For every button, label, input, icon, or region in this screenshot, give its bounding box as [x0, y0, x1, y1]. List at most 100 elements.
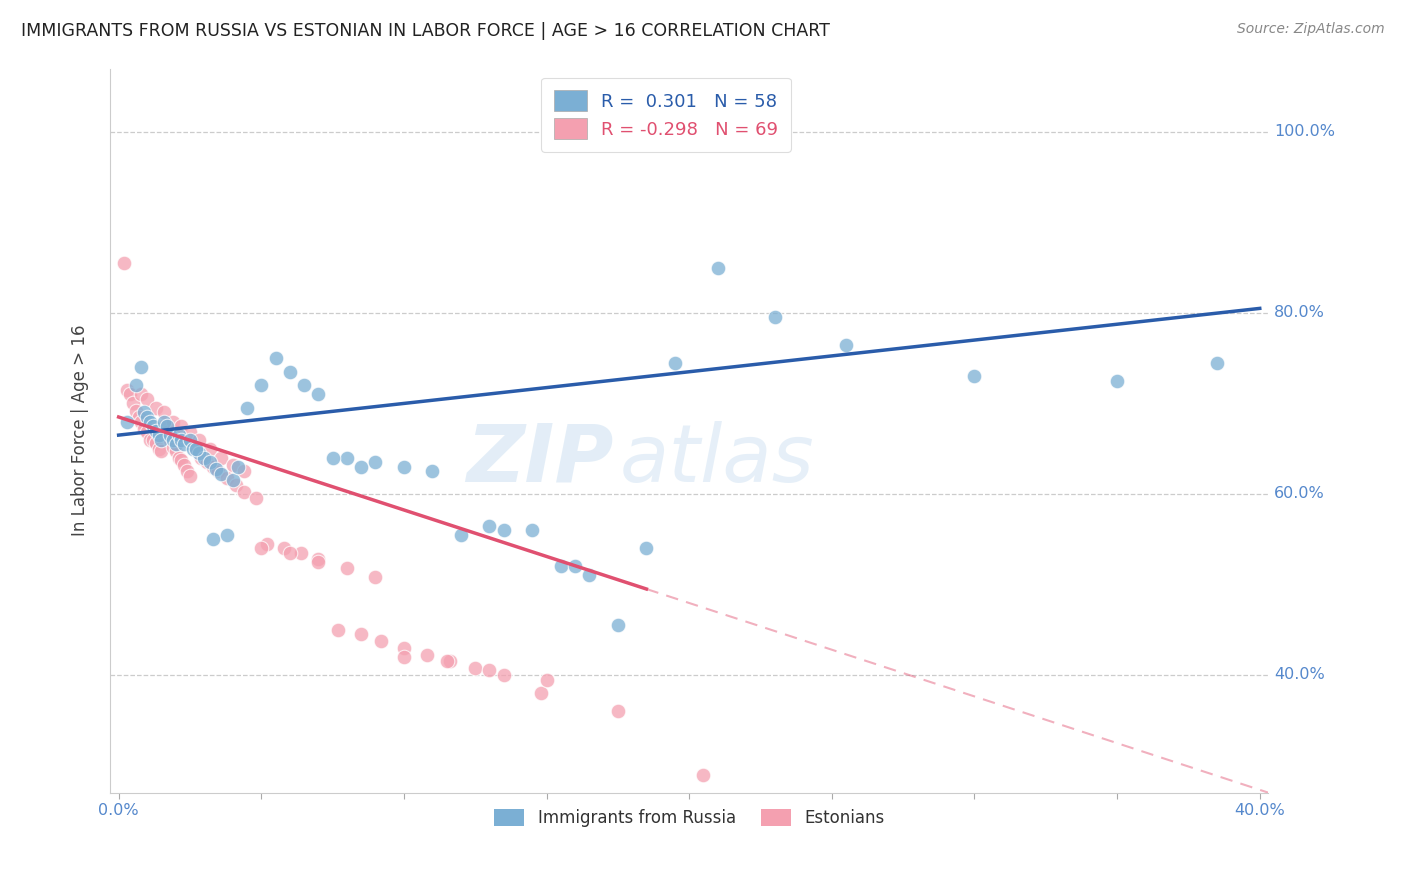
- Text: 40.0%: 40.0%: [1274, 667, 1324, 682]
- Point: [225, 478, 247, 492]
- Point: [492, 668, 515, 682]
- Point: [162, 440, 184, 454]
- Point: [233, 464, 256, 478]
- Point: [273, 541, 295, 556]
- Point: [179, 425, 201, 440]
- Point: [530, 686, 553, 700]
- Point: [464, 661, 486, 675]
- Point: [307, 552, 329, 566]
- Point: [1206, 356, 1229, 370]
- Point: [307, 387, 329, 401]
- Point: [122, 396, 145, 410]
- Point: [478, 518, 501, 533]
- Point: [322, 450, 344, 465]
- Point: [422, 464, 444, 478]
- Point: [336, 450, 359, 465]
- Point: [170, 419, 193, 434]
- Point: [167, 428, 190, 442]
- Text: 100.0%: 100.0%: [1274, 124, 1336, 139]
- Point: [522, 523, 544, 537]
- Point: [173, 437, 195, 451]
- Point: [115, 383, 138, 397]
- Point: [153, 405, 176, 419]
- Point: [167, 450, 190, 465]
- Point: [264, 351, 287, 366]
- Point: [159, 433, 181, 447]
- Point: [134, 422, 156, 436]
- Point: [153, 419, 176, 434]
- Point: [159, 428, 181, 442]
- Point: [478, 664, 501, 678]
- Point: [278, 546, 301, 560]
- Point: [156, 419, 179, 434]
- Point: [209, 450, 232, 465]
- Point: [228, 459, 250, 474]
- Point: [370, 633, 392, 648]
- Point: [250, 378, 273, 392]
- Point: [536, 673, 558, 687]
- Point: [215, 527, 238, 541]
- Point: [550, 559, 572, 574]
- Point: [250, 541, 273, 556]
- Point: [222, 458, 245, 472]
- Point: [578, 568, 600, 582]
- Point: [364, 570, 387, 584]
- Point: [136, 425, 159, 440]
- Point: [364, 455, 387, 469]
- Point: [165, 443, 187, 458]
- Point: [190, 450, 212, 465]
- Point: [170, 452, 193, 467]
- Point: [209, 467, 232, 481]
- Point: [131, 360, 153, 375]
- Point: [835, 337, 858, 351]
- Point: [131, 415, 153, 429]
- Point: [692, 767, 714, 781]
- Point: [392, 640, 415, 655]
- Point: [195, 455, 218, 469]
- Point: [187, 446, 209, 460]
- Text: Source: ZipAtlas.com: Source: ZipAtlas.com: [1237, 22, 1385, 37]
- Legend: Immigrants from Russia, Estonians: Immigrants from Russia, Estonians: [486, 800, 893, 835]
- Point: [207, 464, 229, 478]
- Point: [115, 415, 138, 429]
- Point: [145, 436, 167, 450]
- Point: [145, 401, 167, 415]
- Point: [416, 648, 439, 662]
- Text: IMMIGRANTS FROM RUSSIA VS ESTONIAN IN LABOR FORCE | AGE > 16 CORRELATION CHART: IMMIGRANTS FROM RUSSIA VS ESTONIAN IN LA…: [21, 22, 830, 40]
- Point: [148, 442, 170, 456]
- Point: [162, 415, 184, 429]
- Point: [450, 527, 472, 541]
- Point: [233, 485, 256, 500]
- Point: [350, 627, 373, 641]
- Point: [142, 433, 165, 447]
- Point: [236, 401, 259, 415]
- Point: [606, 704, 628, 718]
- Point: [139, 433, 162, 447]
- Point: [1107, 374, 1129, 388]
- Point: [350, 459, 373, 474]
- Text: 80.0%: 80.0%: [1274, 305, 1324, 320]
- Point: [162, 433, 184, 447]
- Point: [392, 649, 415, 664]
- Point: [131, 387, 153, 401]
- Point: [181, 442, 204, 456]
- Point: [148, 428, 170, 442]
- Point: [184, 442, 207, 456]
- Point: [307, 555, 329, 569]
- Point: [606, 618, 628, 632]
- Point: [179, 468, 201, 483]
- Point: [150, 433, 173, 447]
- Point: [198, 455, 221, 469]
- Point: [706, 260, 728, 275]
- Point: [328, 623, 350, 637]
- Point: [170, 433, 193, 447]
- Point: [215, 470, 238, 484]
- Point: [156, 425, 179, 440]
- Point: [179, 433, 201, 447]
- Point: [153, 415, 176, 429]
- Point: [392, 459, 415, 474]
- Point: [763, 310, 786, 325]
- Text: ZIP: ZIP: [467, 420, 614, 499]
- Point: [436, 654, 458, 668]
- Point: [222, 474, 245, 488]
